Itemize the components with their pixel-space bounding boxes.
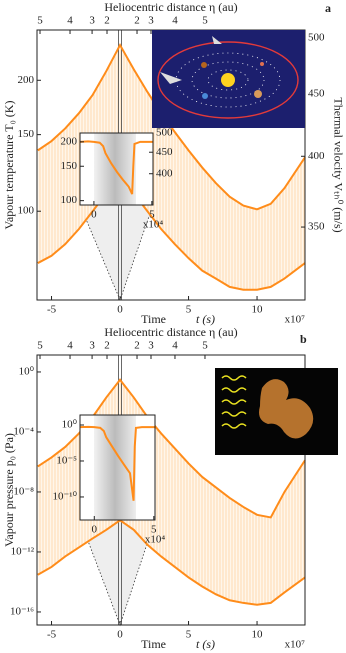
plot-frame xyxy=(36,354,306,626)
y2-tick-label: 450 xyxy=(156,146,173,158)
oscillation-band xyxy=(37,45,306,290)
y-axis-label: Vapour pressure p₀ (Pa) xyxy=(2,433,16,547)
x-tick-label: 5 xyxy=(186,304,192,316)
x2-axis-label: Heliocentric distance η (au) xyxy=(104,325,237,339)
x-tick-label: 0 xyxy=(117,629,123,641)
y2-tick-label: 500 xyxy=(156,127,173,139)
x2-tick-label: 3 xyxy=(148,15,154,27)
x2-tick-label: 4 xyxy=(172,340,178,352)
y-tick-label: 100 xyxy=(18,205,35,217)
plot-frame xyxy=(79,132,154,206)
y-tick-label: 10⁻¹⁰ xyxy=(52,490,77,502)
x-tick-label: -5 xyxy=(47,304,57,316)
x2-axis-label: Heliocentric distance η (au) xyxy=(104,0,237,14)
plot-frame xyxy=(79,414,156,521)
x-scale-label: x10⁴ xyxy=(145,534,166,546)
y-tick-label: 10⁻¹⁶ xyxy=(10,605,34,617)
x2-tick-label: 2 xyxy=(104,340,110,352)
panel-label: a xyxy=(325,1,331,15)
x2-tick-label: 4 xyxy=(172,15,178,27)
x-tick-label: 10 xyxy=(252,629,264,641)
y-tick-label: 10⁰ xyxy=(62,419,78,431)
x-tick-label: 0 xyxy=(92,524,98,536)
x2-tick-label: 2 xyxy=(104,15,110,27)
x2-tick-label: 5 xyxy=(202,15,208,27)
x2-tick-label: 5 xyxy=(37,15,43,27)
data-line xyxy=(79,425,155,501)
illustration-solar-system xyxy=(152,30,305,128)
panel-label: b xyxy=(300,332,307,346)
zoom-cone xyxy=(79,204,154,302)
y2-tick-label: 500 xyxy=(308,32,325,44)
x-tick-label: -5 xyxy=(47,629,57,641)
x-tick-label: 5 xyxy=(186,629,192,641)
y-tick-label: 100 xyxy=(61,194,78,206)
zoom-cone xyxy=(79,519,156,627)
x2-tick-label: 3 xyxy=(148,340,154,352)
x2-tick-label: 4 xyxy=(67,15,73,27)
illustration-comet xyxy=(215,368,338,455)
y-tick-label: 150 xyxy=(61,160,78,172)
y-tick-label: 10⁰ xyxy=(19,365,35,377)
x-tick-label: 5 xyxy=(151,524,157,536)
y2-tick-label: 350 xyxy=(308,221,325,233)
data-line xyxy=(37,519,306,606)
x2-tick-label: 2 xyxy=(134,15,140,27)
x-tick-label: 10 xyxy=(252,304,264,316)
y-axis-label: Vapour temperature T₀ (K) xyxy=(2,101,16,230)
data-line xyxy=(79,140,153,195)
x2-tick-label: 2 xyxy=(134,340,140,352)
night-shading xyxy=(94,415,136,520)
x-tick-label: 0 xyxy=(91,209,97,221)
x2-tick-label: 5 xyxy=(202,340,208,352)
y-tick-label: 200 xyxy=(18,74,35,86)
x-axis-label: Time xyxy=(141,312,166,326)
y2-tick-label: 450 xyxy=(308,87,325,99)
x-tick-label: 5 xyxy=(149,209,155,221)
y-tick-label: 10⁻¹² xyxy=(11,545,35,557)
y-tick-label: 10⁻⁴ xyxy=(13,425,34,437)
y-tick-label: 10⁻⁸ xyxy=(13,485,34,497)
y-tick-label: 200 xyxy=(61,135,78,147)
x2-tick-label: 5 xyxy=(37,340,43,352)
x-tick-label: 0 xyxy=(117,304,123,316)
y2-axis-label: Thermal velocity Vₜₕ⁰ (m/s) xyxy=(331,97,345,232)
x-scale-label: x10⁷ xyxy=(285,314,306,326)
x-axis-unit: t (s) xyxy=(196,637,215,651)
data-line xyxy=(37,176,306,291)
y-tick-label: 150 xyxy=(18,128,35,140)
y2-tick-label: 400 xyxy=(308,150,325,162)
y2-tick-label: 400 xyxy=(156,167,173,179)
x2-tick-label: 4 xyxy=(67,340,73,352)
x-scale-label: x10⁴ xyxy=(143,219,164,231)
x-axis-label: Time xyxy=(141,637,166,651)
x2-tick-label: 3 xyxy=(89,340,95,352)
x2-tick-label: 3 xyxy=(89,15,95,27)
x-scale-label: x10⁷ xyxy=(285,639,306,651)
x-axis-unit: t (s) xyxy=(196,312,215,326)
y-tick-label: 10⁻⁵ xyxy=(56,455,77,467)
